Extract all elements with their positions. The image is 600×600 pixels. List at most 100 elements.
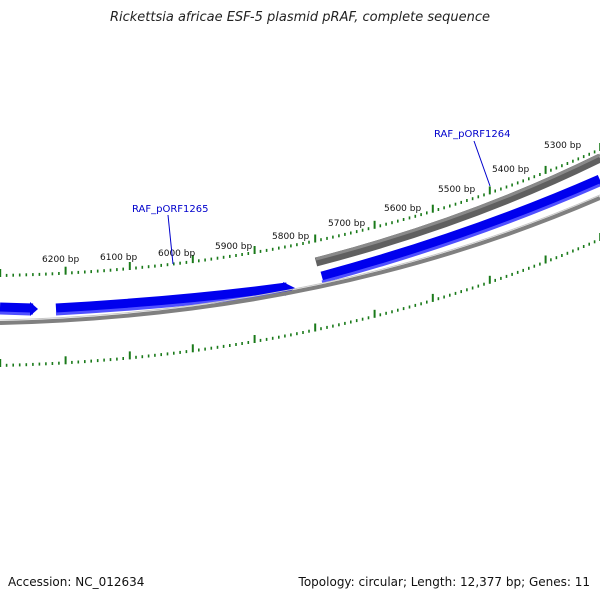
gene-label-raf-porf1265[interactable]: RAF_pORF1265 [132, 204, 209, 215]
inner-ruler-minor-tick [449, 293, 451, 297]
inner-ruler-minor-tick [577, 247, 580, 251]
inner-ruler-minor-tick [533, 264, 536, 268]
inner-ruler-minor-tick [51, 362, 54, 365]
outer-ruler-minor-tick [460, 200, 462, 204]
gene-arrow-tip-left [30, 302, 38, 316]
outer-ruler-minor-tick [51, 272, 54, 276]
inner-ruler-minor-tick [550, 258, 552, 262]
outer-ruler-minor-tick [278, 246, 280, 250]
outer-ruler-major-tick [431, 204, 434, 213]
outer-ruler-minor-tick [555, 166, 558, 170]
outer-ruler-minor-tick [296, 243, 298, 247]
outer-ruler-minor-tick [290, 244, 292, 248]
outer-ruler-minor-tick [344, 232, 346, 236]
inner-ruler-minor-tick [582, 245, 585, 248]
inner-ruler-minor-tick [460, 290, 462, 294]
inner-ruler-minor-tick [391, 310, 393, 314]
gene-label-raf-porf1264[interactable]: RAF_pORF1264 [434, 129, 511, 140]
inner-ruler-major-tick [314, 323, 317, 332]
inner-ruler-minor-tick [528, 266, 530, 270]
outer-ruler-minor-tick [160, 263, 162, 267]
inner-ruler-minor-tick [290, 333, 292, 337]
inner-ruler-minor-tick [284, 334, 286, 338]
outer-ruler-minor-tick [135, 266, 137, 270]
sequence-summary: Topology: circular; Length: 12,377 bp; G… [298, 575, 590, 589]
inner-ruler-minor-tick [160, 353, 162, 357]
inner-ruler-minor-tick [5, 363, 8, 367]
inner-ruler-minor-tick [154, 353, 156, 357]
outer-ruler-minor-tick [265, 248, 268, 252]
outer-ruler-minor-tick [90, 270, 92, 274]
ruler-label-5600: 5600 bp [384, 204, 421, 214]
inner-ruler-minor-tick [58, 361, 60, 365]
outer-ruler-minor-tick [96, 269, 99, 273]
outer-ruler-minor-tick [566, 162, 569, 165]
inner-ruler-minor-tick [471, 286, 474, 290]
inner-ruler-minor-tick [302, 331, 304, 334]
accession-label: Accession: NC_012634 [8, 575, 145, 589]
outer-ruler-minor-tick [38, 272, 41, 276]
inner-ruler-major-tick [544, 255, 547, 264]
inner-ruler-minor-tick [511, 272, 513, 276]
outer-ruler-minor-tick [229, 254, 231, 258]
outer-ruler-minor-tick [154, 264, 156, 268]
ruler-label-6100: 6100 bp [100, 253, 137, 263]
outer-ruler-major-tick [373, 220, 376, 229]
inner-ruler-minor-tick [505, 274, 508, 278]
outer-ruler-minor-tick [505, 185, 508, 189]
gene-arc-left[interactable] [0, 302, 34, 315]
outer-ruler-minor-tick [511, 183, 513, 187]
inner-ruler-minor-tick [379, 313, 382, 317]
outer-ruler-minor-tick [577, 157, 580, 161]
reverse-gene-arc[interactable] [314, 153, 600, 267]
gene-arc-raf-porf1265[interactable] [55, 282, 288, 315]
inner-ruler-minor-tick [204, 347, 206, 351]
inner-ruler-minor-tick [367, 316, 370, 320]
outer-ruler-minor-tick [204, 258, 206, 262]
outer-ruler-minor-tick [109, 268, 112, 272]
gene-arc-raf-porf1264-shade [321, 183, 600, 284]
outer-ruler-minor-tick [147, 265, 150, 269]
inner-ruler-minor-tick [338, 323, 340, 327]
outer-ruler-minor-tick [483, 193, 485, 197]
inner-ruler-minor-tick [466, 288, 468, 292]
plasmid-backbone [0, 196, 600, 325]
inner-ruler-minor-tick [265, 337, 268, 341]
inner-ruler-minor-tick [90, 359, 92, 363]
inner-ruler-minor-tick [96, 359, 99, 363]
outer-ruler-minor-tick [210, 257, 213, 261]
outer-ruler-minor-tick [516, 181, 519, 185]
inner-ruler-minor-tick [38, 362, 41, 366]
outer-ruler-major-tick [544, 165, 547, 174]
inner-ruler-minor-tick [45, 362, 47, 366]
inner-ruler-minor-tick [555, 256, 558, 260]
ruler-label-5400: 5400 bp [492, 165, 529, 175]
outer-ruler-minor-tick [426, 211, 428, 215]
inner-ruler-minor-tick [361, 317, 364, 321]
outer-ruler-minor-tick [477, 195, 480, 199]
inner-ruler-minor-tick [420, 302, 422, 306]
ruler-label-5500: 5500 bp [438, 185, 475, 195]
outer-ruler-minor-tick [550, 168, 552, 172]
outer-ruler-minor-tick [320, 238, 322, 242]
gene-arc-raf-porf1264[interactable] [320, 174, 600, 283]
ruler-label-6200: 6200 bp [42, 255, 79, 265]
inner-ruler-minor-tick [414, 303, 417, 307]
inner-ruler-minor-tick [437, 297, 440, 301]
inner-ruler-minor-tick [344, 321, 346, 325]
inner-ruler-minor-tick [355, 319, 358, 323]
ruler-label-5300: 5300 bp [544, 141, 581, 151]
inner-ruler-minor-tick [32, 362, 34, 366]
outer-ruler-minor-tick [179, 261, 181, 265]
inner-ruler-minor-tick [173, 351, 175, 355]
inner-ruler-minor-tick [141, 355, 144, 359]
inner-ruler-minor-tick [103, 358, 105, 362]
outer-ruler-minor-tick [18, 273, 21, 277]
inner-ruler-major-tick [488, 275, 491, 284]
inner-ruler-minor-tick [494, 278, 496, 282]
outer-ruler-major-tick [488, 186, 491, 195]
outer-ruler-minor-tick [222, 255, 225, 259]
outer-ruler-minor-tick [350, 231, 352, 235]
outer-ruler-minor-tick [582, 155, 585, 159]
